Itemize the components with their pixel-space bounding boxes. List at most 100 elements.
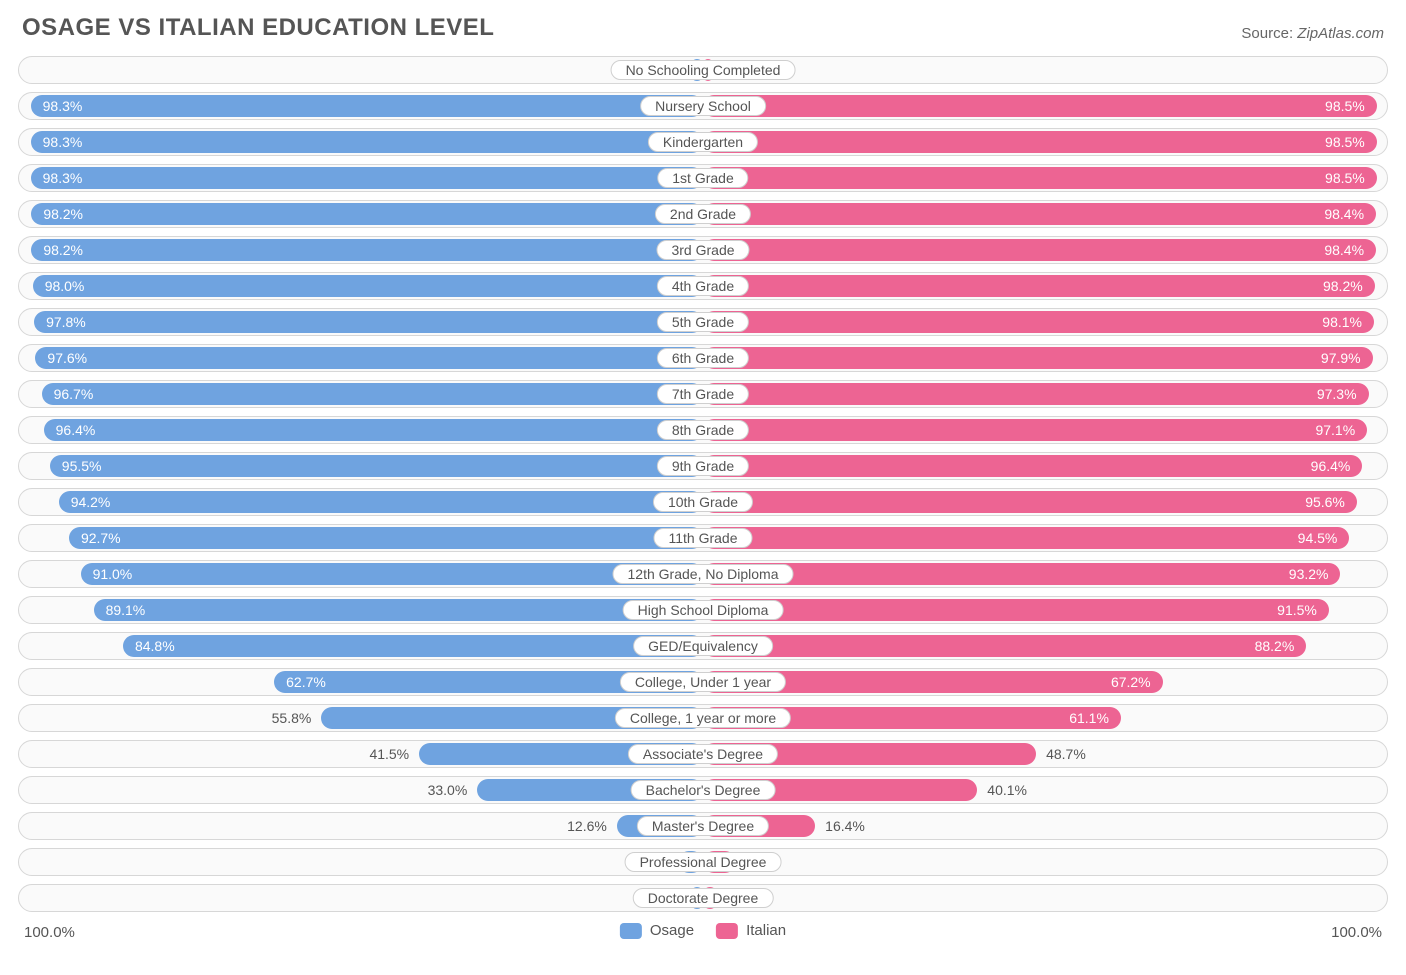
bar-italian: 91.5% <box>703 599 1329 621</box>
category-label: Kindergarten <box>648 132 758 152</box>
value-italian: 98.5% <box>1323 170 1367 186</box>
bar-italian: 96.4% <box>703 455 1362 477</box>
value-italian: 98.1% <box>1320 314 1364 330</box>
bar-italian: 98.5% <box>703 95 1377 117</box>
source-attribution: Source: ZipAtlas.com <box>1241 25 1384 42</box>
value-osage: 98.2% <box>41 242 85 258</box>
bar-osage: 98.2% <box>31 203 703 225</box>
bar-osage: 92.7% <box>69 527 703 549</box>
category-label: Doctorate Degree <box>633 888 774 908</box>
bar-italian: 97.3% <box>703 383 1369 405</box>
chart-title: OSAGE VS ITALIAN EDUCATION LEVEL <box>22 14 494 42</box>
chart-legend: Osage Italian <box>620 922 786 939</box>
value-osage: 97.6% <box>45 350 89 366</box>
category-label: Master's Degree <box>637 816 769 836</box>
axis-max-left: 100.0% <box>24 924 75 941</box>
chart-row: 98.3%98.5%Kindergarten <box>18 128 1388 156</box>
chart-row: 12.6%16.4%Master's Degree <box>18 812 1388 840</box>
chart-row: 96.4%97.1%8th Grade <box>18 416 1388 444</box>
value-italian: 67.2% <box>1109 674 1153 690</box>
value-italian: 48.7% <box>1044 746 1088 762</box>
chart-row: 98.3% 98.5% Nursery School <box>18 92 1388 120</box>
chart-row: 33.0%40.1%Bachelor's Degree <box>18 776 1388 804</box>
bar-italian: 97.9% <box>703 347 1373 369</box>
category-label: 8th Grade <box>657 420 749 440</box>
bar-osage: 98.0% <box>33 275 703 297</box>
category-label: 11th Grade <box>653 528 752 548</box>
category-label: GED/Equivalency <box>633 636 773 656</box>
bar-osage: 89.1% <box>94 599 703 621</box>
bar-osage: 91.0% <box>81 563 703 585</box>
category-label: Nursery School <box>640 96 766 116</box>
value-italian: 98.5% <box>1323 98 1367 114</box>
chart-row: 98.2%98.4%3rd Grade <box>18 236 1388 264</box>
source-link[interactable]: ZipAtlas.com <box>1297 25 1384 42</box>
category-label: High School Diploma <box>623 600 784 620</box>
value-osage: 89.1% <box>104 602 148 618</box>
bar-osage: 98.3% <box>31 95 703 117</box>
category-label: 12th Grade, No Diploma <box>613 564 794 584</box>
chart-row: 84.8%88.2%GED/Equivalency <box>18 632 1388 660</box>
bar-italian: 88.2% <box>703 635 1306 657</box>
value-italian: 97.9% <box>1319 350 1363 366</box>
value-italian: 88.2% <box>1253 638 1297 654</box>
value-italian: 96.4% <box>1309 458 1353 474</box>
chart-header: OSAGE VS ITALIAN EDUCATION LEVEL Source:… <box>18 14 1388 42</box>
bar-osage: 94.2% <box>59 491 703 513</box>
source-label: Source: <box>1241 25 1293 42</box>
chart-row: 96.7% 97.3% 7th Grade <box>18 380 1388 408</box>
bar-osage: 97.6% <box>35 347 703 369</box>
legend-swatch-osage <box>620 923 642 939</box>
value-italian: 93.2% <box>1287 566 1331 582</box>
value-osage: 92.7% <box>79 530 123 546</box>
bar-italian: 98.4% <box>703 239 1376 261</box>
bar-osage: 98.3% <box>31 131 703 153</box>
value-italian: 91.5% <box>1275 602 1319 618</box>
legend-label-italian: Italian <box>746 922 786 939</box>
category-label: No Schooling Completed <box>611 60 796 80</box>
chart-row: 95.5%96.4%9th Grade <box>18 452 1388 480</box>
value-italian: 95.6% <box>1303 494 1347 510</box>
value-italian: 97.3% <box>1315 386 1359 402</box>
bar-italian: 98.5% <box>703 167 1377 189</box>
category-label: 10th Grade <box>653 492 753 512</box>
value-osage: 33.0% <box>426 782 470 798</box>
value-italian: 94.5% <box>1296 530 1340 546</box>
category-label: 6th Grade <box>657 348 749 368</box>
category-label: Associate's Degree <box>628 744 778 764</box>
bar-italian: 98.2% <box>703 275 1375 297</box>
bar-italian: 93.2% <box>703 563 1340 585</box>
bar-osage: 97.8% <box>34 311 703 333</box>
category-label: Bachelor's Degree <box>631 780 776 800</box>
bar-italian: 97.1% <box>703 419 1367 441</box>
value-osage: 41.5% <box>367 746 411 762</box>
value-osage: 12.6% <box>565 818 609 834</box>
value-osage: 98.2% <box>41 206 85 222</box>
chart-row: 92.7% 94.5% 11th Grade <box>18 524 1388 552</box>
value-osage: 55.8% <box>270 710 314 726</box>
bar-osage: 95.5% <box>50 455 703 477</box>
bar-osage: 96.7% <box>42 383 703 405</box>
legend-swatch-italian <box>716 923 738 939</box>
axis-max-right: 100.0% <box>1331 924 1382 941</box>
value-italian: 61.1% <box>1067 710 1111 726</box>
bar-italian: 98.5% <box>703 131 1377 153</box>
chart-footer: 100.0% Osage Italian 100.0% <box>18 922 1388 948</box>
value-osage: 94.2% <box>69 494 113 510</box>
chart-row: 98.0% 98.2% 4th Grade <box>18 272 1388 300</box>
bar-italian: 95.6% <box>703 491 1357 513</box>
category-label: 4th Grade <box>657 276 749 296</box>
value-osage: 98.3% <box>41 170 85 186</box>
value-osage: 95.5% <box>60 458 104 474</box>
value-italian: 98.2% <box>1321 278 1365 294</box>
value-osage: 96.7% <box>52 386 96 402</box>
chart-row: 98.2% 98.4% 2nd Grade <box>18 200 1388 228</box>
value-osage: 98.3% <box>41 98 85 114</box>
bar-italian: 98.1% <box>703 311 1374 333</box>
value-osage: 97.8% <box>44 314 88 330</box>
category-label: 2nd Grade <box>655 204 751 224</box>
category-label: 7th Grade <box>657 384 749 404</box>
value-italian: 98.4% <box>1322 206 1366 222</box>
bar-osage: 98.3% <box>31 167 703 189</box>
value-osage: 98.0% <box>43 278 87 294</box>
